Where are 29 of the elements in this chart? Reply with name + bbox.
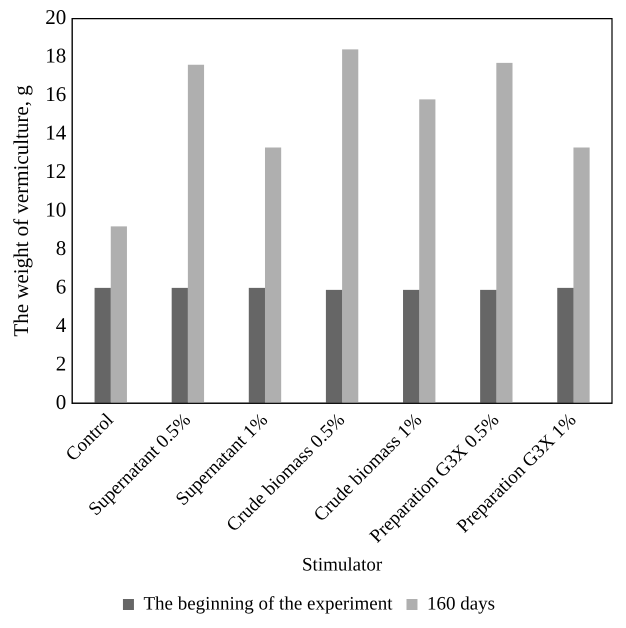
y-tick-label: 10 — [45, 197, 66, 222]
bar — [496, 62, 513, 404]
y-tick-label: 2 — [56, 351, 66, 376]
bar — [110, 226, 127, 404]
bar — [94, 288, 111, 404]
bar — [188, 64, 204, 404]
y-tick-label: 8 — [56, 236, 66, 260]
bar — [419, 99, 436, 404]
bar — [403, 290, 420, 404]
y-tick-label: 12 — [45, 159, 66, 184]
y-tick-label: 14 — [45, 120, 67, 145]
bar — [342, 49, 358, 404]
x-axis-title: Stimulator — [302, 554, 383, 576]
bar — [480, 290, 496, 404]
bar — [264, 147, 282, 404]
y-tick-label: 4 — [56, 312, 67, 337]
bar — [557, 288, 574, 404]
bar — [573, 147, 590, 404]
bar — [326, 290, 342, 404]
y-tick-label: 0 — [56, 390, 66, 414]
y-tick-label: 20 — [45, 5, 66, 30]
y-tick-label: 16 — [45, 82, 66, 106]
y-tick-label: 18 — [45, 44, 66, 68]
y-axis-title: The weight of vermiculture, g — [9, 84, 34, 337]
y-tick-label: 6 — [56, 274, 66, 298]
legend-label: 160 days — [426, 593, 496, 614]
bar — [248, 288, 265, 404]
legend-label: The beginning of the experiment — [143, 593, 394, 614]
bar — [172, 288, 188, 404]
